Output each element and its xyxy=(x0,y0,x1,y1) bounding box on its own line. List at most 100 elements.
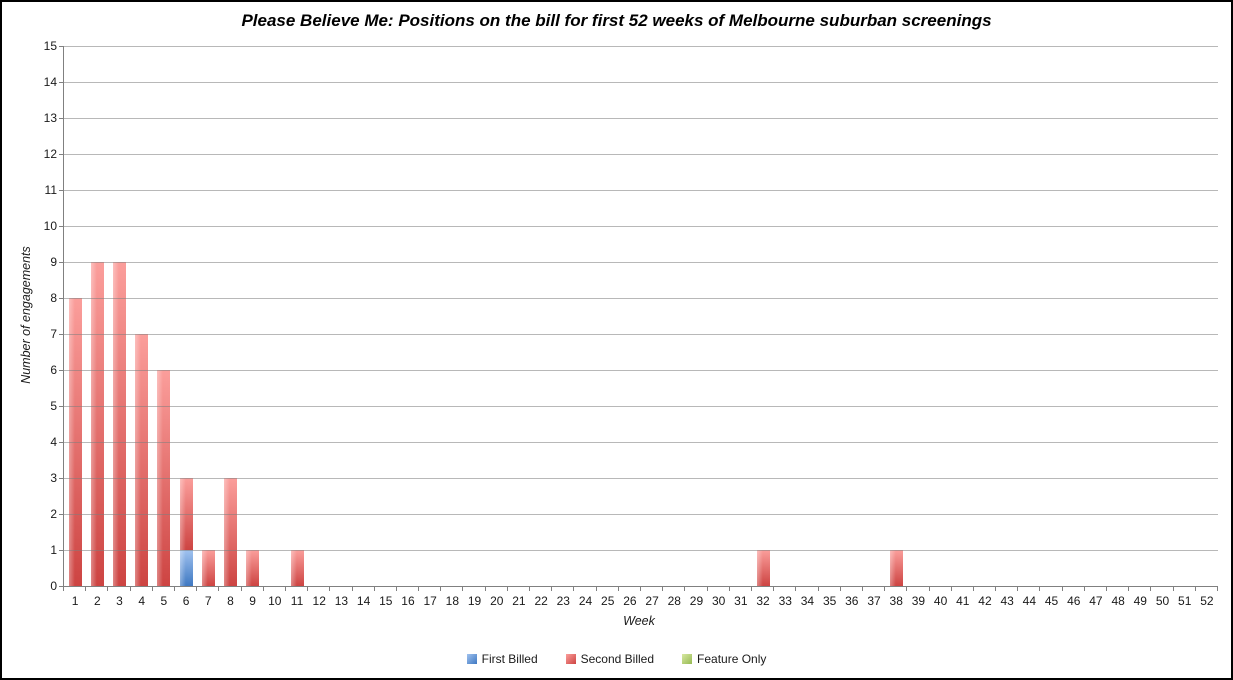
y-tick-label-6: 6 xyxy=(50,363,57,377)
x-tick-label-36: 36 xyxy=(845,594,859,608)
x-tick-27 xyxy=(662,587,664,591)
gridline-y-12 xyxy=(64,154,1218,155)
y-tick-label-7: 7 xyxy=(50,327,57,341)
x-tick-label-29: 29 xyxy=(689,594,704,608)
x-tick-label-25: 25 xyxy=(601,594,615,608)
gridline-y-7 xyxy=(64,334,1218,335)
x-tick-label-50: 50 xyxy=(1155,594,1170,608)
x-tick-label-52: 52 xyxy=(1200,594,1214,608)
x-tick-label-8: 8 xyxy=(227,594,234,608)
y-tick-label-13: 13 xyxy=(43,111,57,125)
legend-swatch-first-billed xyxy=(466,654,477,664)
x-tick-label-42: 42 xyxy=(978,594,992,608)
x-tick-40 xyxy=(950,587,952,591)
y-tick-11 xyxy=(59,190,63,191)
bar-week-38-second-billed xyxy=(889,550,903,586)
y-tick-label-1: 1 xyxy=(50,543,57,557)
y-tick-0 xyxy=(59,586,63,587)
x-tick-label-48: 48 xyxy=(1111,594,1125,608)
x-tick-34 xyxy=(817,587,819,591)
bar-week-6-first-billed xyxy=(179,550,193,586)
y-tick-3 xyxy=(59,478,63,479)
gridline-y-13 xyxy=(64,118,1218,119)
gridline-y-11 xyxy=(64,190,1218,191)
bar-week-4-second-billed xyxy=(135,334,149,586)
x-tick-16 xyxy=(418,587,420,591)
x-tick-35 xyxy=(839,587,841,591)
x-tick-label-43: 43 xyxy=(1000,594,1014,608)
x-axis-title: Week xyxy=(623,614,655,628)
y-tick-9 xyxy=(59,262,63,263)
x-tick-37 xyxy=(884,587,886,591)
chart-title: Please Believe Me: Positions on the bill… xyxy=(241,11,992,30)
y-tick-12 xyxy=(59,154,63,155)
x-tick-19 xyxy=(484,587,486,591)
y-tick-4 xyxy=(59,442,63,443)
bar-week-32-second-billed xyxy=(756,550,770,586)
x-tick-label-39: 39 xyxy=(911,594,926,608)
x-tick-22 xyxy=(551,587,553,591)
x-tick-label-32: 32 xyxy=(756,594,770,608)
x-tick-label-11: 11 xyxy=(290,594,304,608)
x-axis-line xyxy=(63,586,1218,587)
x-tick-50 xyxy=(1172,587,1174,591)
legend: First Billed Second Billed Feature Only xyxy=(2,650,1231,668)
x-tick-42 xyxy=(995,587,997,591)
gridline-y-14 xyxy=(64,82,1218,83)
x-tick-20 xyxy=(506,587,508,591)
x-tick-46 xyxy=(1083,587,1085,591)
x-tick-26 xyxy=(640,587,641,591)
x-tick-38 xyxy=(906,587,908,591)
x-tick-9 xyxy=(262,587,264,591)
x-tick-12 xyxy=(329,587,331,591)
x-tick-11 xyxy=(307,587,309,591)
y-tick-label-12: 12 xyxy=(43,147,57,161)
legend-swatch-second-billed xyxy=(565,654,576,664)
y-tick-14 xyxy=(59,82,63,83)
x-tick-28 xyxy=(684,587,686,591)
gridline-y-1 xyxy=(64,550,1218,551)
y-tick-label-3: 3 xyxy=(50,471,57,485)
x-tick-label-51: 51 xyxy=(1178,594,1192,608)
gridline-y-9 xyxy=(64,262,1218,263)
x-tick-15 xyxy=(395,587,397,591)
legend-item-first-billed: First Billed xyxy=(466,652,538,666)
x-tick-6 xyxy=(196,587,198,591)
bar-week-7-second-billed xyxy=(201,550,215,586)
x-tick-36 xyxy=(861,587,863,591)
x-tick-30 xyxy=(728,587,730,591)
gridline-y-2 xyxy=(64,514,1218,515)
x-tick-label-45: 45 xyxy=(1044,594,1059,608)
legend-item-second-billed: Second Billed xyxy=(565,652,654,666)
x-tick-24 xyxy=(595,587,597,591)
x-tick-48 xyxy=(1128,587,1130,591)
x-tick-label-27: 27 xyxy=(645,594,659,608)
x-tick-label-4: 4 xyxy=(138,594,146,608)
x-tick-label-28: 28 xyxy=(667,594,681,608)
y-tick-6 xyxy=(59,370,63,371)
x-tick-29 xyxy=(706,587,708,591)
y-tick-15 xyxy=(59,46,63,47)
x-tick-5 xyxy=(173,587,175,591)
x-tick-label-13: 13 xyxy=(334,594,349,608)
x-tick-44 xyxy=(1039,587,1041,591)
x-tick-label-19: 19 xyxy=(467,594,482,608)
x-tick-52 xyxy=(1217,587,1218,591)
x-tick-label-14: 14 xyxy=(356,594,371,608)
x-tick-45 xyxy=(1061,587,1063,591)
x-tick-51 xyxy=(1194,587,1196,591)
x-tick-label-16: 16 xyxy=(401,594,415,608)
y-tick-label-14: 14 xyxy=(43,75,57,89)
x-tick-label-1: 1 xyxy=(71,594,79,608)
y-tick-label-2: 2 xyxy=(50,507,57,521)
x-tick-8 xyxy=(240,587,242,591)
x-tick-label-35: 35 xyxy=(822,594,837,608)
x-tick-17 xyxy=(440,587,442,591)
x-tick-label-31: 31 xyxy=(734,594,748,608)
y-tick-2 xyxy=(59,514,63,515)
x-tick-32 xyxy=(773,587,775,591)
y-tick-label-5: 5 xyxy=(50,399,57,413)
gridline-y-5 xyxy=(64,406,1218,407)
y-tick-label-8: 8 xyxy=(50,291,57,305)
legend-label-first-billed: First Billed xyxy=(481,652,538,666)
